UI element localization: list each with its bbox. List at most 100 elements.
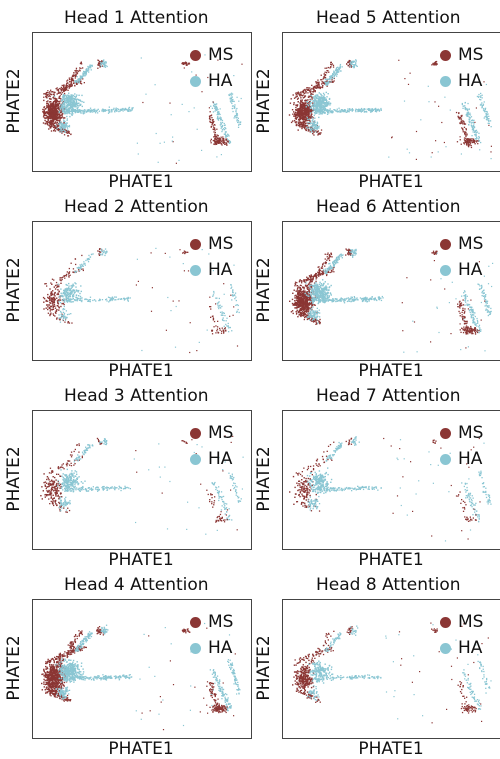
ms-point	[302, 118, 304, 120]
ha-point	[314, 105, 317, 108]
ha-point	[90, 110, 92, 112]
ms-point	[67, 135, 70, 137]
ha-point	[63, 111, 65, 113]
ha-point	[120, 298, 122, 300]
ms-point	[311, 303, 313, 306]
ha-point	[127, 296, 129, 299]
ha-point	[468, 116, 471, 118]
ms-point	[436, 63, 438, 65]
ha-point	[79, 266, 81, 268]
ha-point	[483, 101, 485, 103]
ms-point	[477, 143, 479, 145]
ha-point	[55, 125, 57, 127]
ms-point	[431, 64, 433, 66]
ms-point	[46, 103, 48, 105]
ms-point	[300, 91, 302, 94]
ha-point	[124, 108, 126, 111]
ha-point	[356, 65, 358, 67]
ha-point	[221, 311, 223, 313]
ha-point	[226, 135, 228, 137]
ms-point	[299, 299, 302, 302]
ms-point	[48, 121, 51, 124]
ms-point	[58, 108, 61, 110]
ms-point	[308, 299, 310, 301]
ms-point	[50, 313, 52, 315]
ms-point	[240, 97, 242, 100]
ha-point	[315, 105, 318, 107]
ms-point	[295, 297, 297, 299]
ms-point	[46, 111, 48, 114]
ha-point	[72, 290, 74, 292]
ms-point	[306, 117, 309, 120]
ha-point	[480, 96, 482, 98]
ha-point	[321, 95, 323, 97]
ha-point	[339, 109, 341, 111]
ms-point	[77, 70, 80, 72]
ha-point	[227, 322, 229, 325]
ha-point	[222, 312, 224, 314]
ha-point	[68, 104, 71, 106]
ms-point	[299, 108, 301, 110]
ms-point	[300, 99, 302, 101]
ms-point	[295, 124, 297, 126]
ms-point	[208, 107, 210, 109]
ha-point	[75, 95, 77, 98]
ms-point	[308, 122, 311, 125]
ha-point	[349, 65, 351, 67]
ha-point	[336, 110, 338, 112]
ms-point	[51, 109, 54, 111]
ms-point	[42, 116, 45, 118]
ms-point	[43, 112, 46, 115]
ms-point	[312, 102, 314, 104]
ms-point	[295, 114, 298, 117]
ms-point	[49, 123, 51, 125]
ha-point	[218, 117, 220, 119]
ms-point	[196, 350, 198, 352]
ha-point	[71, 298, 73, 300]
ms-point	[299, 302, 301, 305]
ms-point	[320, 86, 322, 89]
ha-point	[101, 253, 103, 255]
ha-point	[467, 111, 470, 113]
ha-point	[123, 108, 125, 110]
ha-point	[311, 125, 314, 127]
ha-point	[74, 98, 77, 101]
ms-point	[322, 78, 324, 80]
ms-point	[52, 101, 55, 103]
ha-point	[235, 116, 237, 119]
ms-point	[82, 268, 84, 270]
ha-point	[336, 70, 339, 72]
ms-point	[209, 111, 211, 113]
ha-point	[215, 303, 217, 305]
ha-point	[70, 313, 72, 315]
ha-point	[230, 96, 232, 98]
ms-point	[43, 308, 45, 310]
ha-point	[472, 131, 474, 133]
ha-point	[82, 72, 84, 74]
ha-point	[74, 110, 76, 112]
ms-point	[311, 98, 313, 100]
ha-point	[315, 100, 317, 102]
ms-point	[316, 82, 318, 85]
ms-point	[305, 101, 307, 103]
ha-point	[73, 109, 75, 112]
ha-point	[217, 306, 219, 308]
ha-point	[460, 153, 462, 155]
ms-point	[291, 298, 294, 301]
ha-point	[65, 122, 67, 125]
legend-label: MS	[458, 45, 484, 65]
ms-point	[415, 158, 417, 160]
ha-point	[214, 110, 216, 112]
ms-point	[299, 118, 301, 120]
ms-point	[54, 305, 56, 307]
ms-point	[307, 306, 310, 308]
ha-point	[98, 110, 100, 112]
ha-point	[354, 109, 357, 111]
ms-point	[301, 101, 303, 103]
ha-point	[93, 299, 96, 301]
ha-point	[106, 300, 108, 302]
ha-point	[474, 138, 476, 140]
ha-point	[72, 100, 74, 102]
ha-point	[63, 126, 66, 128]
ms-point	[326, 85, 328, 87]
